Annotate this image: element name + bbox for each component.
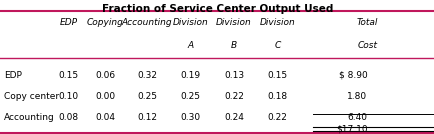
Text: Accounting: Accounting	[122, 18, 172, 27]
Text: 0.10: 0.10	[59, 92, 79, 101]
Text: 0.25: 0.25	[137, 92, 157, 101]
Text: 0.06: 0.06	[95, 70, 115, 80]
Text: Copying: Copying	[87, 18, 123, 27]
Text: 0.19: 0.19	[180, 70, 200, 80]
Text: 0.22: 0.22	[224, 92, 243, 101]
Text: 6.40: 6.40	[347, 113, 367, 122]
Text: $17.10: $17.10	[335, 124, 367, 133]
Text: 0.32: 0.32	[137, 70, 157, 80]
Text: 0.08: 0.08	[59, 113, 79, 122]
Text: 0.15: 0.15	[59, 70, 79, 80]
Text: C: C	[274, 41, 280, 50]
Text: 0.15: 0.15	[267, 70, 287, 80]
Text: Division: Division	[259, 18, 295, 27]
Text: A: A	[187, 41, 193, 50]
Text: 0.22: 0.22	[267, 113, 287, 122]
Text: Copy center: Copy center	[4, 92, 59, 101]
Text: 0.18: 0.18	[267, 92, 287, 101]
Text: Cost: Cost	[357, 41, 377, 50]
Text: B: B	[230, 41, 237, 50]
Text: 0.12: 0.12	[137, 113, 157, 122]
Text: 1.80: 1.80	[347, 92, 367, 101]
Text: 0.04: 0.04	[95, 113, 115, 122]
Text: Division: Division	[172, 18, 208, 27]
Text: Fraction of Service Center Output Used: Fraction of Service Center Output Used	[102, 4, 332, 14]
Text: 0.13: 0.13	[224, 70, 243, 80]
Text: 0.00: 0.00	[95, 92, 115, 101]
Text: 0.25: 0.25	[180, 92, 200, 101]
Text: 0.24: 0.24	[224, 113, 243, 122]
Text: 0.30: 0.30	[180, 113, 200, 122]
Text: EDP: EDP	[59, 18, 78, 27]
Text: Total: Total	[356, 18, 378, 27]
Text: Division: Division	[216, 18, 251, 27]
Text: EDP: EDP	[4, 70, 22, 80]
Text: Accounting: Accounting	[4, 113, 55, 122]
Text: $ 8.90: $ 8.90	[338, 70, 367, 80]
